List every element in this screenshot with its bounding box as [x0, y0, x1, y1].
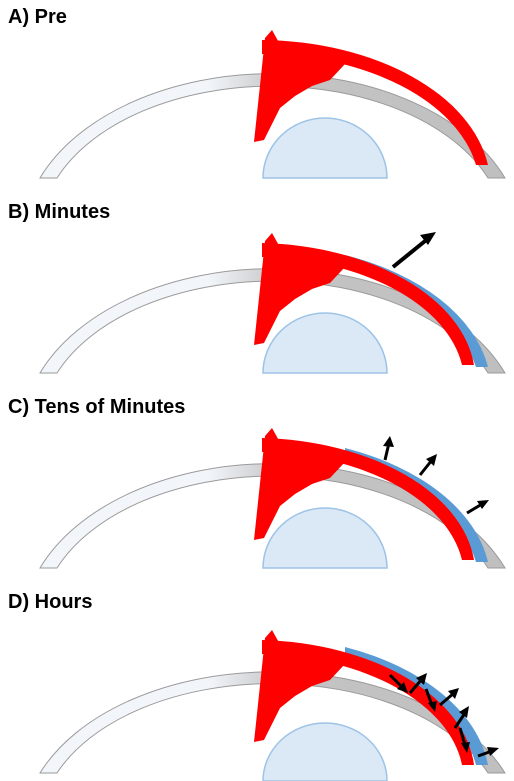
panel-label: B) Minutes — [8, 201, 110, 224]
panel-b-diagram — [0, 195, 514, 390]
arrow — [467, 500, 489, 513]
dome — [263, 313, 387, 373]
arrow — [383, 436, 394, 460]
panel-label: A) Pre — [8, 6, 67, 29]
panel-c-diagram — [0, 390, 514, 585]
arrow — [420, 454, 437, 475]
panel-label: C) Tens of Minutes — [8, 396, 185, 419]
panel-d-diagram — [0, 585, 514, 781]
panel-a-diagram — [0, 0, 514, 195]
panel-b: B) Minutes — [0, 195, 514, 390]
panel-c: C) Tens of Minutes — [0, 390, 514, 585]
panel-label: D) Hours — [8, 591, 92, 614]
panel-d: D) Hours — [0, 585, 514, 780]
panel-a: A) Pre — [0, 0, 514, 195]
dome — [263, 508, 387, 568]
dome — [263, 723, 387, 781]
dome — [263, 118, 387, 178]
